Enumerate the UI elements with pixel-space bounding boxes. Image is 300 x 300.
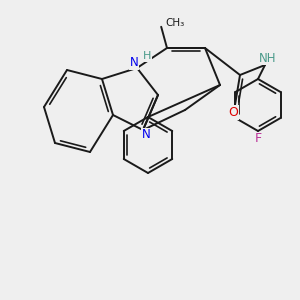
Text: O: O bbox=[228, 106, 238, 118]
Text: N: N bbox=[142, 128, 150, 142]
Text: F: F bbox=[254, 133, 262, 146]
Text: H: H bbox=[143, 51, 151, 61]
Text: N: N bbox=[130, 56, 138, 70]
Text: CH₃: CH₃ bbox=[165, 18, 184, 28]
Text: NH: NH bbox=[259, 52, 277, 64]
